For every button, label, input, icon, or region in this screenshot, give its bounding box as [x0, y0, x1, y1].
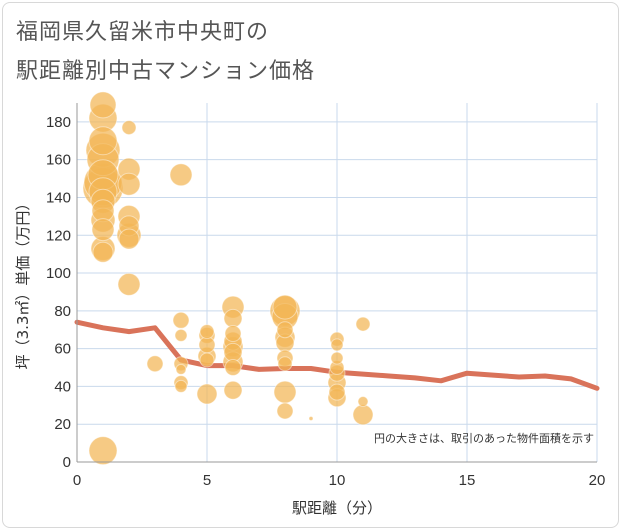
bubble-point: [276, 321, 294, 339]
tick-labels: 0 20 40 60 80 100 120 140 160 180 0 5 10 15 20: [46, 114, 605, 489]
size-annotation: 円の大きさは、取引のあった物件面積を示す: [374, 431, 594, 445]
bubble-point: [355, 316, 371, 332]
bubble-point: [174, 328, 188, 342]
y-axis-label: 坪（3.3㎡）単価（万円）: [14, 196, 32, 370]
y-tick-label: 160: [46, 152, 71, 169]
y-tick-label: 140: [46, 189, 71, 206]
y-tick-label: 180: [46, 114, 71, 131]
bubble-point: [89, 91, 117, 119]
bubble-point: [273, 380, 297, 404]
y-tick-label: 120: [46, 227, 71, 244]
x-tick-label: 15: [459, 472, 476, 489]
bubble-point: [146, 355, 164, 373]
y-tick-label: 0: [63, 454, 71, 471]
bubble-point: [117, 172, 141, 196]
bubble-point: [224, 325, 242, 343]
bubble-point: [328, 383, 346, 401]
bubble-point: [352, 404, 374, 426]
y-tick-label: 20: [54, 416, 71, 433]
bubble-layer: [82, 91, 374, 466]
bubble-point: [223, 308, 243, 328]
x-tick-label: 5: [203, 472, 211, 489]
bubble-point: [172, 311, 190, 329]
bubble-point: [277, 356, 293, 372]
bubble-point: [276, 402, 294, 420]
bubble-point: [88, 126, 118, 156]
bubble-point: [199, 352, 215, 368]
y-tick-label: 40: [54, 378, 71, 395]
y-tick-label: 80: [54, 303, 71, 320]
bubble-point: [330, 338, 344, 352]
bubble-point: [196, 383, 218, 405]
bubble-point: [91, 218, 115, 242]
axes: [76, 103, 597, 463]
y-tick-label: 100: [46, 265, 71, 282]
bubble-point: [223, 342, 243, 362]
bubble-point: [198, 336, 216, 354]
x-axis-label: 駅距離（分）: [292, 499, 382, 517]
x-tick-label: 10: [329, 472, 346, 489]
bubble-point: [88, 436, 118, 466]
bubble-point: [272, 294, 298, 320]
bubble-point: [357, 396, 369, 408]
y-tick-label: 60: [54, 341, 71, 358]
bubble-point: [330, 351, 344, 365]
bubble-point: [169, 163, 193, 187]
bubble-point: [223, 380, 243, 400]
bubble-point: [224, 359, 242, 377]
bubble-point: [175, 363, 187, 375]
chart-title-line1: 福岡県久留米市中央町の: [16, 20, 270, 45]
chart-title-line2: 駅距離別中古マンション価格: [16, 59, 316, 84]
bubble-point: [92, 241, 114, 263]
x-tick-label: 0: [73, 472, 81, 489]
bubble-point: [117, 272, 141, 296]
bubble-point: [174, 379, 188, 393]
bubble-point: [199, 324, 215, 340]
bubble-point: [308, 416, 314, 422]
bubble-point: [118, 228, 140, 250]
bubble-point: [121, 120, 137, 136]
x-tick-label: 20: [589, 472, 606, 489]
